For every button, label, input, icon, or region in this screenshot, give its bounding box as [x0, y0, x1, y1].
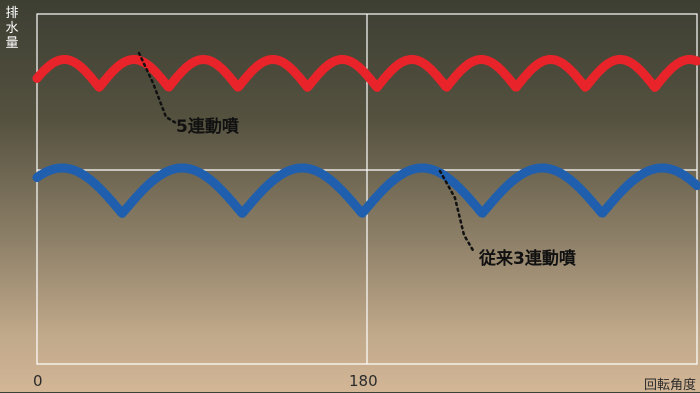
y-axis-label-char: 排 — [5, 6, 19, 21]
x-axis-label: 回転角度 — [643, 378, 696, 393]
y-axis-label-char: 量 — [5, 36, 19, 51]
x-tick-180: 180 — [349, 372, 378, 390]
y-axis-label: 排 水 量 — [4, 6, 20, 51]
series-line-three-pulse — [32, 163, 700, 218]
x-tick-0: 0 — [33, 372, 43, 390]
annotation-five-pulse: 5連動噴 — [176, 117, 239, 137]
y-axis-label-char: 水 — [5, 21, 19, 36]
series-line-five-pulse — [32, 55, 700, 92]
annotation-three-pulse: 従来3連動噴 — [479, 249, 576, 269]
leader-line-three-pulse — [438, 169, 476, 254]
